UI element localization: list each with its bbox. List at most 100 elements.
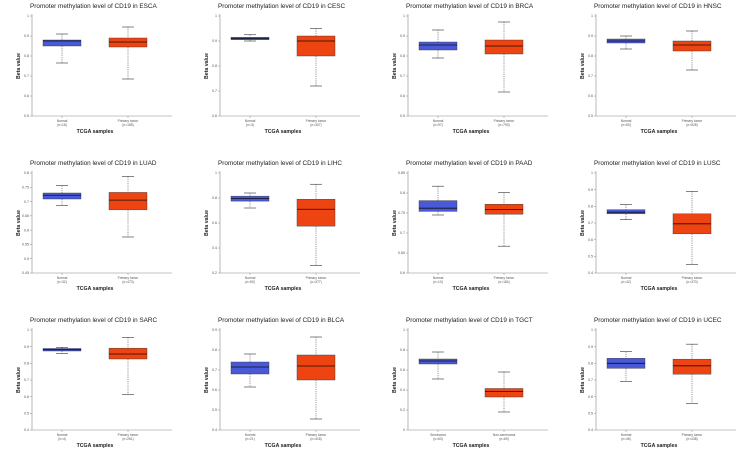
y-tick-label: 0.5 xyxy=(588,255,593,259)
box-tumor xyxy=(108,192,148,211)
chart-panel: Promoter methylation level of CD19 in CE… xyxy=(188,0,376,157)
y-tick-label: 0.6 xyxy=(24,94,29,98)
x-axis-label: TCGA samples xyxy=(77,286,114,292)
sample-count: (n=50) xyxy=(245,280,255,284)
x-axis-label: TCGA samples xyxy=(265,129,302,135)
chart-panel: Promoter methylation level of CD19 in PA… xyxy=(376,157,564,314)
y-tick-label: 0.6 xyxy=(400,94,405,98)
y-tick-label: 0.9 xyxy=(24,345,29,349)
y-tick-label: 0.9 xyxy=(588,34,593,38)
y-tick-label: 1 xyxy=(591,328,593,332)
box-normal xyxy=(418,200,458,212)
y-tick-label: 1 xyxy=(403,14,405,18)
category-label: Primary tumor xyxy=(306,276,328,280)
y-tick-label: 1 xyxy=(591,14,593,18)
category-label: Normal xyxy=(245,433,256,437)
y-axis-label: Beta value xyxy=(16,210,22,236)
box-tumor xyxy=(296,35,336,57)
y-tick-label: 0.4 xyxy=(588,271,593,275)
chart-svg: Promoter methylation level of CD19 in ES… xyxy=(16,3,172,135)
box-normal xyxy=(230,361,270,375)
y-tick-label: 0 xyxy=(403,428,405,432)
y-tick-label: 0.8 xyxy=(24,362,29,366)
category-label: Primary tumor xyxy=(306,433,328,437)
chart-svg: Promoter methylation level of CD19 in LI… xyxy=(204,160,360,292)
chart-title: Promoter methylation level of CD19 in BL… xyxy=(218,317,345,324)
y-tick-label: 0.65 xyxy=(398,251,405,255)
y-tick-label: 0.6 xyxy=(212,114,217,118)
x-axis-label: TCGA samples xyxy=(77,129,114,135)
y-axis-label: Beta value xyxy=(392,53,398,79)
sample-count: (n=793) xyxy=(498,123,509,127)
chart-svg: Promoter methylation level of CD19 in LU… xyxy=(580,160,736,292)
sample-count: (n=46) xyxy=(621,437,631,441)
chart-panel: Promoter methylation level of CD19 in LI… xyxy=(188,157,376,314)
y-tick-label: 0.5 xyxy=(24,257,29,261)
y-tick-label: 0.7 xyxy=(212,89,217,93)
sample-count: (n=21) xyxy=(245,437,255,441)
category-label: Normal xyxy=(57,433,68,437)
chart-title: Promoter methylation level of CD19 in CE… xyxy=(218,3,346,10)
y-tick-label: 0.6 xyxy=(212,221,217,225)
y-tick-label: 0.8 xyxy=(588,205,593,209)
y-tick-label: 0.6 xyxy=(588,94,593,98)
chart-svg: Promoter methylation level of CD19 in LU… xyxy=(16,160,172,292)
box-tumor xyxy=(296,354,336,381)
chart-panel: Promoter methylation level of CD19 in TG… xyxy=(376,314,564,471)
chart-title: Promoter methylation level of CD19 in UC… xyxy=(594,317,722,324)
sample-count: (n=32) xyxy=(57,280,67,284)
x-axis-label: TCGA samples xyxy=(77,443,114,449)
y-tick-label: 0.7 xyxy=(24,74,29,78)
y-tick-label: 0.8 xyxy=(400,191,405,195)
y-tick-label: 0.5 xyxy=(588,114,593,118)
x-axis-label: TCGA samples xyxy=(641,443,678,449)
sample-count: (n=377) xyxy=(310,280,321,284)
chart-svg: Promoter methylation level of CD19 in TG… xyxy=(392,317,548,449)
y-tick-label: 0.65 xyxy=(22,214,29,218)
chart-title: Promoter methylation level of CD19 in LU… xyxy=(30,160,157,167)
box-normal xyxy=(606,209,646,215)
category-label: Non-seminoma xyxy=(493,433,516,437)
y-tick-label: 0.9 xyxy=(212,328,217,332)
sample-count: (n=50) xyxy=(621,123,631,127)
category-label: Normal xyxy=(57,276,68,280)
chart-svg: Promoter methylation level of CD19 in UC… xyxy=(580,317,736,449)
y-axis-label: Beta value xyxy=(16,53,22,79)
y-axis-label: Beta value xyxy=(204,53,210,79)
y-tick-label: 0.4 xyxy=(400,388,405,392)
sample-count: (n=69) xyxy=(499,437,509,441)
y-tick-label: 0.7 xyxy=(24,200,29,204)
y-tick-label: 0.8 xyxy=(212,348,217,352)
y-tick-label: 0.8 xyxy=(400,348,405,352)
chart-svg: Promoter methylation level of CD19 in SA… xyxy=(16,317,172,449)
category-label: Primary tumor xyxy=(682,433,704,437)
y-tick-label: 0.7 xyxy=(588,221,593,225)
category-label: Normal xyxy=(621,276,632,280)
chart-panel: Promoter methylation level of CD19 in UC… xyxy=(564,314,752,471)
y-axis-label: Beta value xyxy=(580,210,586,236)
y-tick-label: 0.6 xyxy=(400,368,405,372)
sample-count: (n=438) xyxy=(686,437,697,441)
box-tumor xyxy=(672,358,712,375)
y-tick-label: 0.7 xyxy=(24,378,29,382)
x-axis-label: TCGA samples xyxy=(453,129,490,135)
sample-count: (n=261) xyxy=(122,437,133,441)
chart-panel: Promoter methylation level of CD19 in ES… xyxy=(0,0,188,157)
sample-count: (n=97) xyxy=(433,123,443,127)
y-axis-label: Beta value xyxy=(204,210,210,236)
y-tick-label: 0.75 xyxy=(22,185,29,189)
y-tick-label: 0.4 xyxy=(588,428,593,432)
y-tick-label: 0.2 xyxy=(212,271,217,275)
y-tick-label: 0.7 xyxy=(588,74,593,78)
chart-panel: Promoter methylation level of CD19 in BR… xyxy=(376,0,564,157)
y-axis-label: Beta value xyxy=(580,53,586,79)
y-tick-label: 0.6 xyxy=(588,238,593,242)
category-label: Primary tumor xyxy=(118,276,140,280)
chart-svg: Promoter methylation level of CD19 in BL… xyxy=(204,317,360,449)
chart-title: Promoter methylation level of CD19 in LI… xyxy=(218,160,342,167)
category-label: Seminoma xyxy=(430,433,446,437)
sample-count: (n=184) xyxy=(498,280,509,284)
sample-count: (n=185) xyxy=(122,123,133,127)
y-tick-label: 0.7 xyxy=(588,378,593,382)
